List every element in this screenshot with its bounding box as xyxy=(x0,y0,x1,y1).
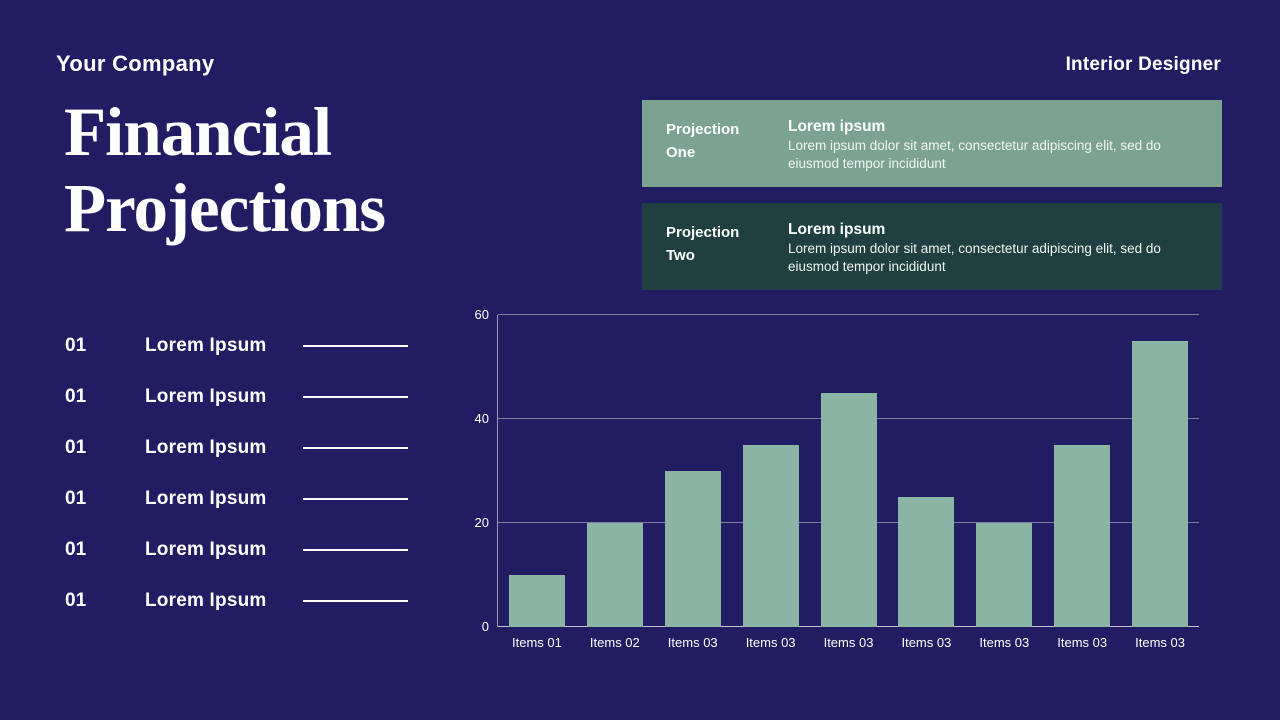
x-axis-label: Items 03 xyxy=(901,635,952,650)
list-item-rule xyxy=(303,344,408,347)
bar xyxy=(976,523,1033,627)
x-axis-label: Items 03 xyxy=(823,635,874,650)
list-item-label: Lorem Ipsum xyxy=(145,385,267,407)
x-axis-label: Items 03 xyxy=(1057,635,1108,650)
list-item: 01 Lorem Ipsum xyxy=(65,320,410,371)
bar-slot: Items 03 xyxy=(887,315,965,650)
bar-slot: Items 03 xyxy=(654,315,732,650)
list-item-label: Lorem Ipsum xyxy=(145,436,267,458)
list-item-number: 01 xyxy=(65,334,87,356)
role-subtitle: Interior Designer xyxy=(1065,54,1221,75)
projection-one-heading: Lorem ipsum xyxy=(788,118,886,135)
projection-one-body: Lorem ipsum dolor sit amet, consectetur … xyxy=(788,138,1161,171)
list-item-rule xyxy=(303,548,408,551)
list-item-number: 01 xyxy=(65,487,87,509)
bar-slot: Items 03 xyxy=(732,315,810,650)
bar-slot: Items 03 xyxy=(810,315,888,650)
projection-two-label: Projection Two xyxy=(666,224,740,264)
x-axis-label: Items 03 xyxy=(979,635,1030,650)
bar-slot: Items 03 xyxy=(1043,315,1121,650)
list-item-number: 01 xyxy=(65,589,87,611)
projection-two-body: Lorem ipsum dolor sit amet, consectetur … xyxy=(788,241,1161,274)
list-item: 01 Lorem Ipsum xyxy=(65,575,410,626)
list-item-number: 01 xyxy=(65,436,87,458)
x-axis-label: Items 02 xyxy=(589,635,640,650)
list-item: 01 Lorem Ipsum xyxy=(65,422,410,473)
list-item-label: Lorem Ipsum xyxy=(145,334,267,356)
gridline xyxy=(498,314,1199,315)
page-title-line2: Projections xyxy=(64,170,386,246)
projection-two-text: Lorem ipsum Lorem ipsum dolor sit amet, … xyxy=(788,219,1202,275)
projection-cards: Projection One Lorem ipsum Lorem ipsum d… xyxy=(642,100,1222,290)
bar xyxy=(820,393,877,627)
list-item-label: Lorem Ipsum xyxy=(145,538,267,560)
bar-chart: Items 01 Items 02 Items 03 Items 03 Items 03… xyxy=(475,308,1199,650)
x-axis-label: Items 03 xyxy=(667,635,718,650)
list-item-rule xyxy=(303,497,408,500)
x-axis-label: Items 01 xyxy=(512,635,562,650)
list-item-rule xyxy=(303,599,408,602)
bar-slot: Items 03 xyxy=(965,315,1043,650)
list-item-number: 01 xyxy=(65,385,87,407)
bar xyxy=(742,445,799,627)
bar xyxy=(898,497,955,627)
list-item-label: Lorem Ipsum xyxy=(145,487,267,509)
list-item: 01 Lorem Ipsum xyxy=(65,371,410,422)
list-item-label: Lorem Ipsum xyxy=(145,589,267,611)
y-tick-label: 20 xyxy=(474,515,489,530)
projection-one-card: Projection One Lorem ipsum Lorem ipsum d… xyxy=(642,100,1222,187)
bar xyxy=(1054,445,1111,627)
list-item-number: 01 xyxy=(65,538,87,560)
y-tick-label: 60 xyxy=(474,307,489,322)
bar-slot: Items 02 xyxy=(576,315,654,650)
projection-one-label: Projection One xyxy=(666,121,740,161)
x-axis-label: Items 03 xyxy=(1135,635,1185,650)
list-item: 01 Lorem Ipsum xyxy=(65,524,410,575)
y-tick-label: 40 xyxy=(474,411,489,426)
company-name: Your Company xyxy=(56,51,215,76)
y-tick-label: 0 xyxy=(481,619,489,634)
numbered-list: 01 Lorem Ipsum 01 Lorem Ipsum 01 Lorem I… xyxy=(65,320,410,626)
bar-chart-bars: Items 01 Items 02 Items 03 Items 03 Items 03… xyxy=(498,315,1199,650)
list-item: 01 Lorem Ipsum xyxy=(65,473,410,524)
bar xyxy=(508,575,565,627)
projection-two-heading: Lorem ipsum xyxy=(788,221,886,238)
bar xyxy=(1132,341,1189,627)
list-item-rule xyxy=(303,446,408,449)
list-item-rule xyxy=(303,395,408,398)
projection-one-text: Lorem ipsum Lorem ipsum dolor sit amet, … xyxy=(788,116,1202,172)
page-title: Financial Projections xyxy=(64,94,386,246)
bar xyxy=(664,471,721,627)
bar-slot: Items 03 xyxy=(1121,315,1199,650)
bar xyxy=(586,523,643,627)
projection-two-card: Projection Two Lorem ipsum Lorem ipsum d… xyxy=(642,203,1222,290)
page-title-line1: Financial xyxy=(64,94,332,170)
bar-slot: Items 01 xyxy=(498,315,576,650)
x-axis-label: Items 03 xyxy=(745,635,796,650)
